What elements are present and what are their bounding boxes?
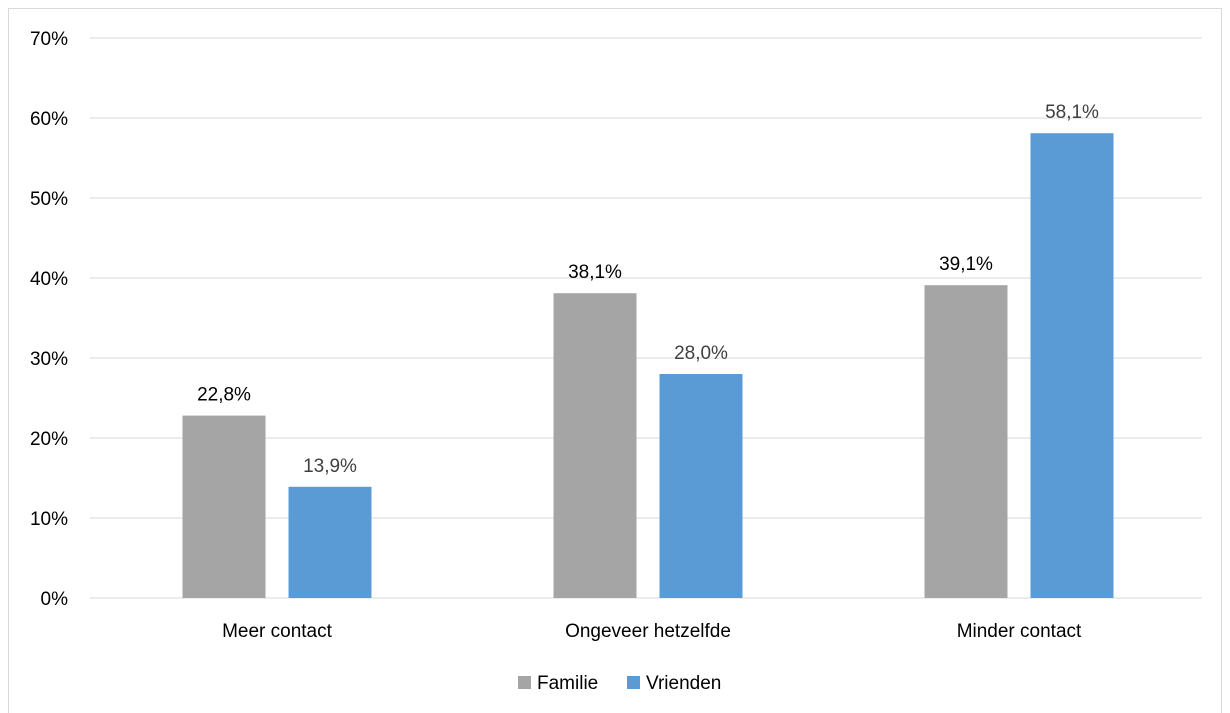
bar-vrienden-3 [1030,133,1114,598]
data-labels: 22,8% 13,9% 38,1% 28,0% 39,1% 58,1% [197,102,1099,477]
bar-vrienden-1 [288,486,372,598]
bar-familie-1 [182,415,266,598]
data-label: 22,8% [197,385,251,406]
y-tick-label: 10% [30,509,68,530]
x-axis-ticks: Meer contact Ongeveer hetzelfde Minder con… [222,621,1082,642]
y-tick-label: 60% [30,109,68,130]
data-label: 28,0% [674,343,728,364]
bar-familie-3 [924,285,1008,598]
gridlines [90,37,1202,599]
y-tick-label: 30% [30,349,68,370]
x-tick-label: Ongeveer hetzelfde [565,621,731,642]
y-tick-label: 40% [30,269,68,290]
legend-label-vrienden: Vrienden [646,673,721,694]
data-label: 38,1% [568,262,622,283]
bar-vrienden-2 [659,374,743,598]
bar-familie-2 [553,293,637,598]
legend-swatch-vrienden [627,676,640,689]
y-tick-label: 0% [41,589,69,610]
y-tick-label: 50% [30,189,68,210]
legend-label-familie: Familie [537,673,598,694]
x-tick-label: Meer contact [222,621,333,642]
y-tick-label: 20% [30,429,68,450]
legend-swatch-familie [518,676,531,689]
data-label: 58,1% [1045,102,1099,123]
data-label: 39,1% [939,254,993,275]
data-label: 13,9% [303,456,357,477]
x-tick-label: Minder contact [957,621,1082,642]
y-axis-ticks: 0% 10% 20% 30% 40% 50% 60% 70% [30,29,68,610]
y-tick-label: 70% [30,29,68,50]
legend: Familie Vrienden [518,673,721,694]
bars [182,133,1114,598]
